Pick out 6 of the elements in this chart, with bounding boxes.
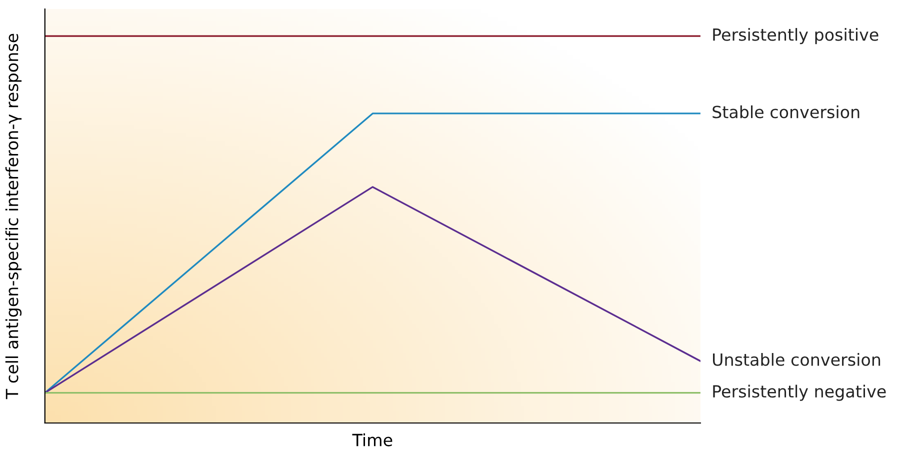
y-axis-title: T cell antigen-specific interferon-γ response — [5, 34, 22, 400]
series-label: Unstable conversion — [713, 353, 880, 366]
series-label: Persistently positive — [713, 28, 878, 44]
x-axis-title: Time — [352, 433, 392, 446]
series-label: Persistently negative — [713, 384, 886, 401]
series-label: Stable conversion — [712, 105, 860, 118]
